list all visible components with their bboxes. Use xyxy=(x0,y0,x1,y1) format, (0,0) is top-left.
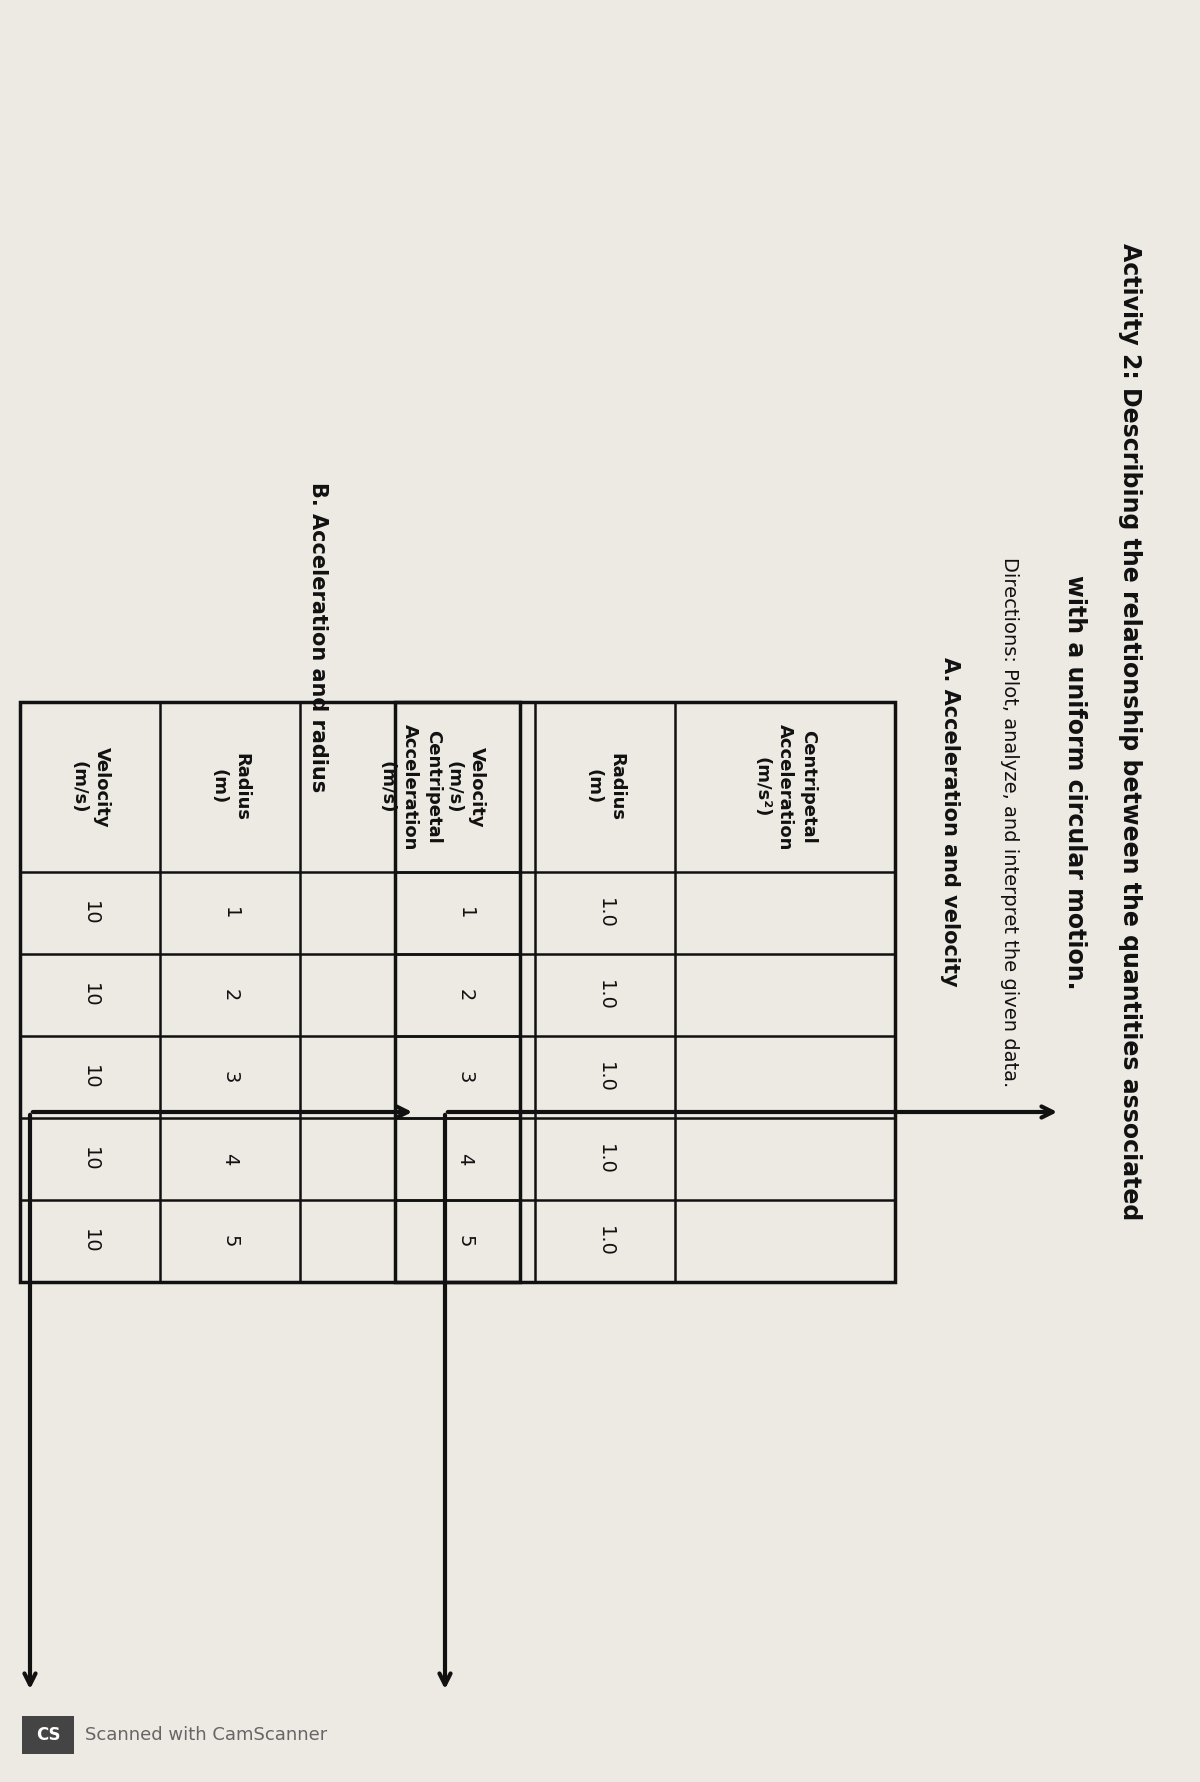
Text: 1.0: 1.0 xyxy=(595,1062,614,1092)
Text: 1.0: 1.0 xyxy=(595,1226,614,1256)
Text: A. Acceleration and velocity: A. Acceleration and velocity xyxy=(940,658,960,987)
FancyBboxPatch shape xyxy=(22,1716,74,1753)
Text: 5: 5 xyxy=(221,1235,240,1247)
Text: 3: 3 xyxy=(456,1071,474,1083)
Text: CS: CS xyxy=(36,1727,60,1745)
Text: Radius
(m): Radius (m) xyxy=(209,754,251,822)
Text: 1: 1 xyxy=(456,907,474,920)
Text: 1.0: 1.0 xyxy=(595,1144,614,1174)
Text: 3: 3 xyxy=(221,1071,240,1083)
Text: 5: 5 xyxy=(456,1235,474,1247)
Bar xyxy=(20,702,520,1281)
Text: Velocity
(m/s): Velocity (m/s) xyxy=(70,747,110,827)
Text: Directions: Plot, analyze, and interpret the given data.: Directions: Plot, analyze, and interpret… xyxy=(1001,556,1020,1087)
Text: Radius
(m): Radius (m) xyxy=(584,754,626,822)
Text: Centripetal
Acceleration
(m/s²): Centripetal Acceleration (m/s²) xyxy=(752,723,817,850)
Text: 4: 4 xyxy=(221,1153,240,1165)
Text: with a uniform circular motion.: with a uniform circular motion. xyxy=(1063,576,1087,989)
Text: Scanned with CamScanner: Scanned with CamScanner xyxy=(85,1727,328,1745)
Text: Centripetal
Acceleration
(m/s): Centripetal Acceleration (m/s) xyxy=(377,723,443,850)
Text: 10: 10 xyxy=(80,1146,100,1171)
Text: 1: 1 xyxy=(221,907,240,920)
Text: 1.0: 1.0 xyxy=(595,898,614,928)
Text: 1.0: 1.0 xyxy=(595,980,614,1010)
Text: 10: 10 xyxy=(80,1064,100,1089)
Text: 10: 10 xyxy=(80,982,100,1007)
Text: 10: 10 xyxy=(80,900,100,925)
Text: Velocity
(m/s): Velocity (m/s) xyxy=(444,747,486,827)
Text: Activity 2: Describing the relationship between the quantities associated: Activity 2: Describing the relationship … xyxy=(1118,244,1142,1221)
Text: 2: 2 xyxy=(456,989,474,1001)
Text: 4: 4 xyxy=(456,1153,474,1165)
Text: B. Acceleration and radius: B. Acceleration and radius xyxy=(308,481,328,793)
Text: 10: 10 xyxy=(80,1228,100,1253)
Text: 2: 2 xyxy=(221,989,240,1001)
Bar xyxy=(395,702,895,1281)
